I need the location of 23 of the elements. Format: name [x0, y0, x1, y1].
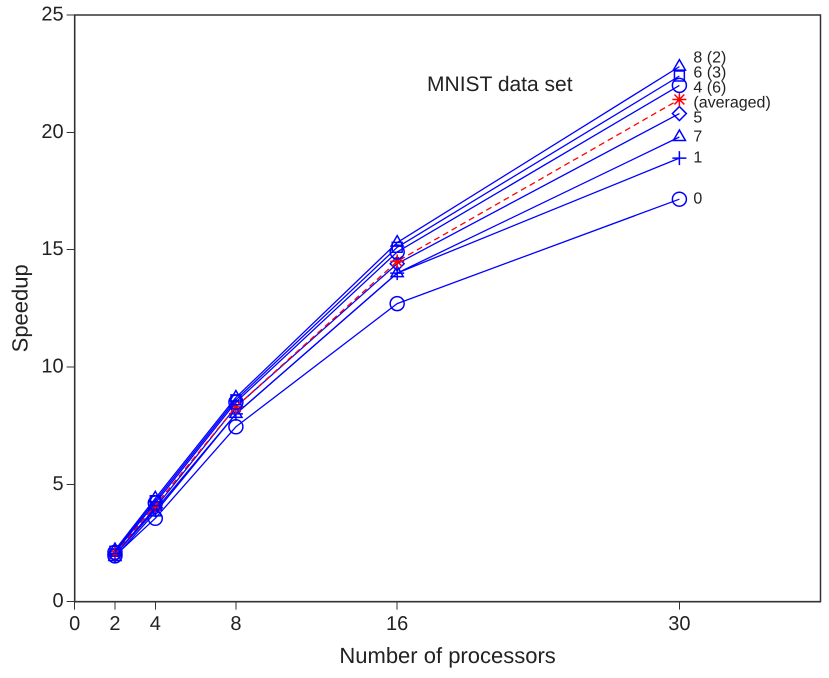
series-label: 7	[693, 128, 702, 146]
x-tick-label: 4	[150, 613, 161, 636]
series-label: 1	[693, 150, 702, 167]
series-label: 8 (2)	[693, 50, 726, 67]
y-tick-label: 15	[41, 238, 64, 260]
x-axis-title: Number of processors	[339, 642, 556, 668]
x-tick-label: 8	[230, 613, 242, 636]
y-tick-label: 0	[52, 590, 64, 612]
series-label: 5	[693, 110, 702, 127]
y-axis-title: Speedup	[7, 264, 32, 352]
x-tick-label: 30	[668, 613, 691, 636]
x-tick-label: 16	[386, 613, 408, 636]
y-tick-label: 10	[41, 355, 64, 378]
y-tick-label: 5	[52, 472, 64, 495]
y-tick-label: 25	[41, 4, 64, 26]
series-label: 0	[693, 190, 702, 208]
y-tick-label: 20	[41, 120, 64, 143]
series-label: (averaged)	[693, 94, 771, 112]
x-tick-label: 0	[69, 613, 80, 636]
annotation: MNIST data set	[427, 72, 573, 96]
series-label: 6 (3)	[693, 64, 726, 82]
x-tick-label: 2	[109, 613, 121, 636]
series-label: 4 (6)	[693, 80, 726, 97]
